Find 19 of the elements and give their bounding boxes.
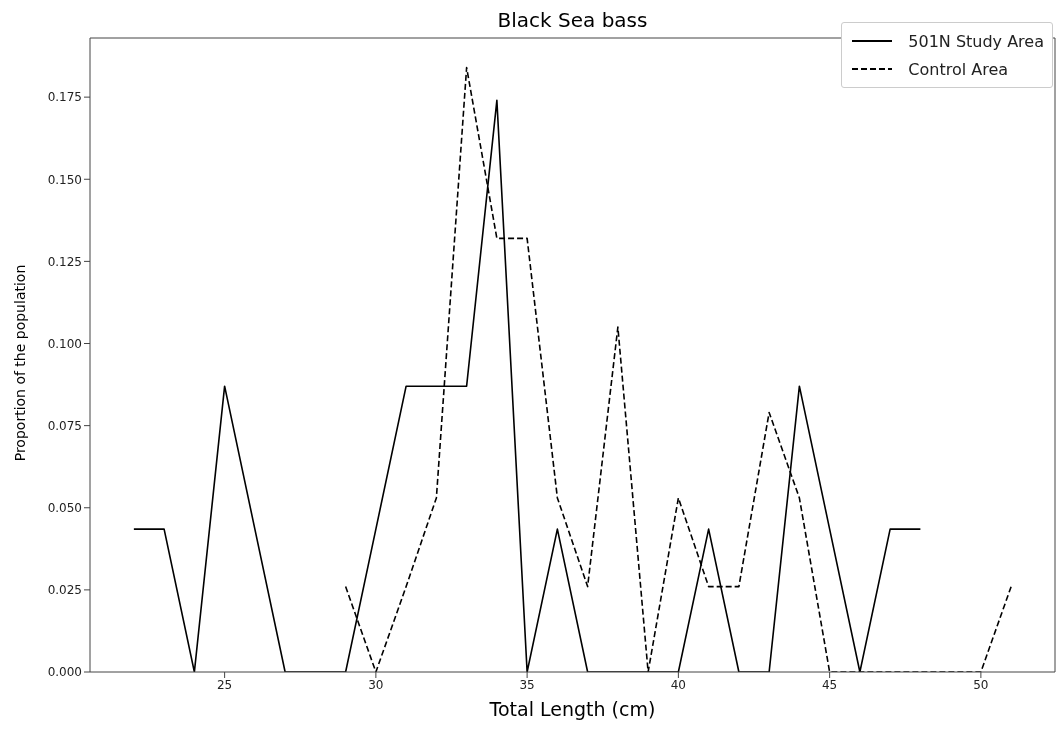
legend-label: 501N Study Area bbox=[908, 31, 1044, 51]
y-tick-label: 0.150 bbox=[47, 172, 82, 187]
y-tick-label: 0.000 bbox=[47, 665, 82, 680]
x-tick-label: 30 bbox=[368, 677, 384, 692]
legend-label: Control Area bbox=[908, 59, 1009, 79]
y-tick-label: 0.175 bbox=[47, 90, 82, 105]
x-tick-label: 25 bbox=[216, 677, 233, 692]
y-axis-title: Proportion of the population bbox=[12, 264, 28, 462]
x-axis-title: Total Length (cm) bbox=[488, 698, 657, 720]
y-tick-label: 0.075 bbox=[47, 418, 82, 433]
x-tick-label: 45 bbox=[821, 677, 838, 692]
y-tick-label: 0.050 bbox=[47, 501, 82, 516]
x-tick-label: 40 bbox=[670, 677, 687, 692]
x-tick-label: 50 bbox=[973, 677, 989, 692]
chart-title: Black Sea bass bbox=[496, 8, 649, 32]
y-tick-label: 0.125 bbox=[47, 254, 82, 269]
x-tick-label: 35 bbox=[519, 677, 535, 692]
y-tick-label: 0.100 bbox=[47, 336, 82, 351]
y-tick-label: 0.025 bbox=[47, 583, 82, 598]
